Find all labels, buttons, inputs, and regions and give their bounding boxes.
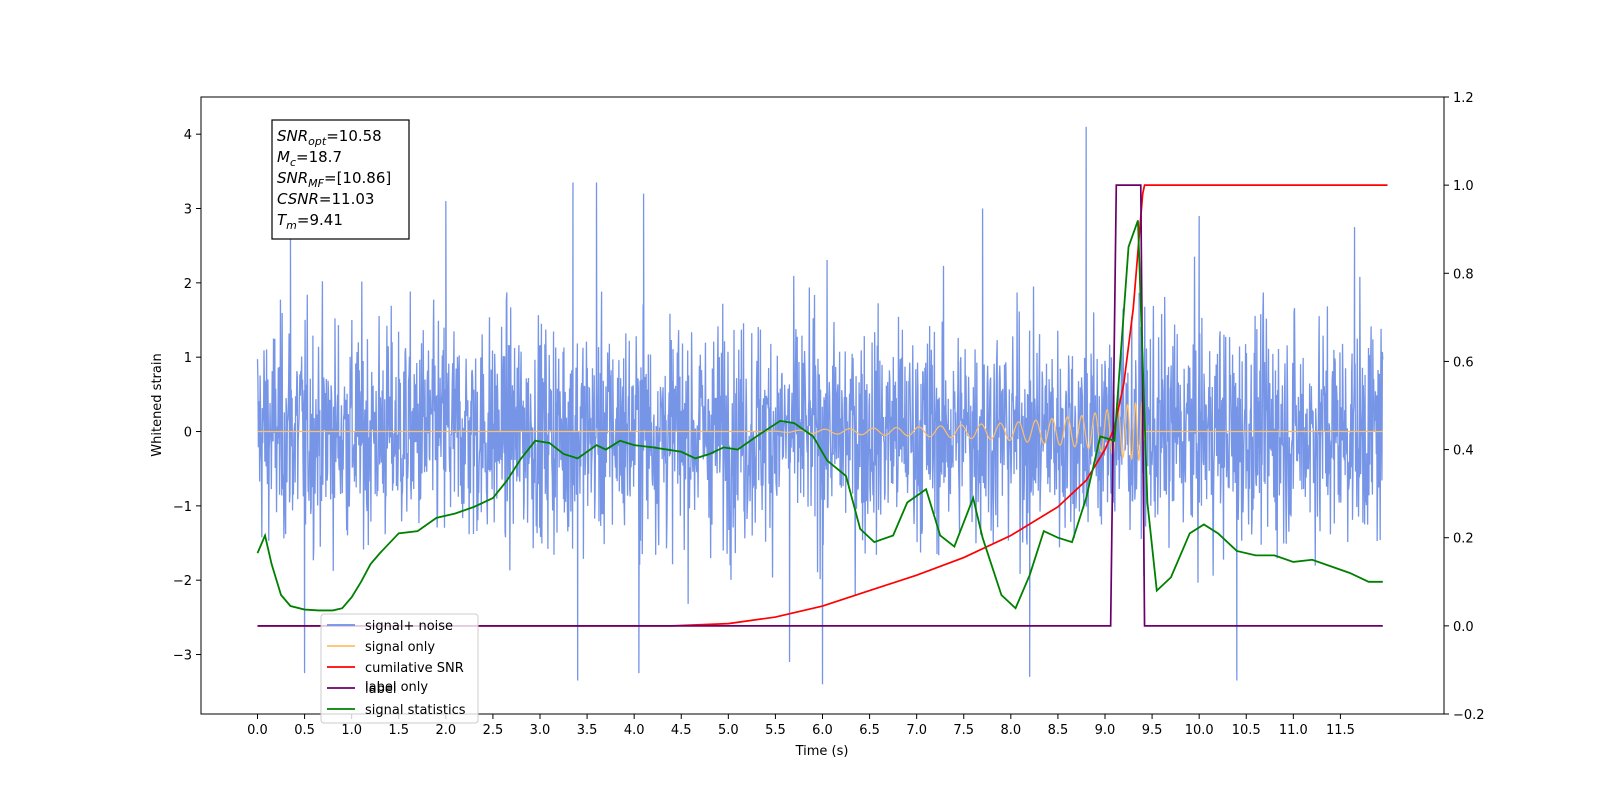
y2-tick-label: 0.8 bbox=[1453, 267, 1474, 282]
y-tick-label: −3 bbox=[173, 649, 192, 664]
label-only-overlay-text: label only bbox=[365, 680, 428, 695]
y2-tick-label: 0.6 bbox=[1453, 355, 1474, 370]
x-axis-label: Time (s) bbox=[795, 744, 849, 759]
axes: 0.0 0.5 1.0 1.5 2.0 2.5 3.0 3.5 4.0 4.5 5.0 5.5 6.0 6… bbox=[173, 91, 1485, 738]
x-tick-label: 11.0 bbox=[1279, 723, 1308, 738]
y-tick-label: 0 bbox=[184, 426, 192, 441]
x-tick-label: 8.0 bbox=[1000, 723, 1021, 738]
y-axis-label: Whitened strain bbox=[150, 353, 165, 456]
x-tick-label: 1.0 bbox=[341, 723, 362, 738]
stat-line: Mc=18.7 bbox=[277, 148, 342, 169]
x-tick-label: 7.0 bbox=[906, 723, 927, 738]
y-tick-label: −1 bbox=[173, 500, 192, 515]
y-tick-label: 3 bbox=[184, 203, 192, 218]
x-tick-label: 0.0 bbox=[247, 723, 268, 738]
x-tick-label: 5.0 bbox=[718, 723, 739, 738]
stats-box: SNRopt=10.58Mc=18.7SNRMF=[10.86]CSNR=11.… bbox=[271, 119, 410, 240]
series-line-signal-noise bbox=[256, 126, 1384, 685]
legend: signal+ noise signal only cumilative SNR la… bbox=[320, 613, 479, 724]
y-tick-label: 2 bbox=[184, 277, 192, 292]
x-tick-label: 7.5 bbox=[953, 723, 974, 738]
x-tick-label: 3.0 bbox=[530, 723, 551, 738]
legend-label: signal+ noise bbox=[365, 619, 453, 634]
y2-tick-label: −0.2 bbox=[1453, 708, 1485, 723]
plot-area bbox=[256, 126, 1388, 685]
x-tick-label: 9.0 bbox=[1095, 723, 1116, 738]
stat-line: CSNR=11.03 bbox=[277, 190, 374, 208]
legend-label: signal statistics bbox=[365, 703, 466, 718]
x-tick-label: 0.5 bbox=[294, 723, 315, 738]
series-line-cumilative-snr bbox=[257, 184, 1388, 627]
x-tick-label: 9.5 bbox=[1142, 723, 1163, 738]
legend-label: label bbox=[365, 682, 396, 697]
x-tick-label: 2.0 bbox=[435, 723, 456, 738]
x-tick-label: 3.5 bbox=[577, 723, 598, 738]
x-tick-label: 6.0 bbox=[812, 723, 833, 738]
y2-tick-label: 1.2 bbox=[1453, 91, 1474, 106]
y2-tick-label: 0.4 bbox=[1453, 444, 1474, 459]
y2-tick-label: 0.2 bbox=[1453, 532, 1474, 547]
y-tick-label: 1 bbox=[184, 351, 192, 366]
x-tick-label: 5.5 bbox=[765, 723, 786, 738]
x-tick-label: 11.5 bbox=[1326, 723, 1355, 738]
x-tick-label: 2.5 bbox=[483, 723, 504, 738]
stat-line: SNRMF=[10.86] bbox=[277, 169, 391, 190]
x-tick-label: 8.5 bbox=[1048, 723, 1069, 738]
x-tick-label: 10.5 bbox=[1232, 723, 1261, 738]
x-tick-label: 4.5 bbox=[671, 723, 692, 738]
stat-line: SNRopt=10.58 bbox=[277, 127, 382, 148]
series-line-label bbox=[257, 184, 1383, 627]
legend-frame bbox=[320, 613, 479, 724]
x-tick-label: 6.5 bbox=[859, 723, 880, 738]
legend-label: signal only bbox=[365, 640, 435, 655]
stats-box-frame bbox=[271, 119, 410, 240]
x-tick-label: 10.0 bbox=[1185, 723, 1214, 738]
x-tick-label: 1.5 bbox=[388, 723, 409, 738]
y2-tick-label: 1.0 bbox=[1453, 179, 1474, 194]
stat-line: Tm=9.41 bbox=[277, 211, 343, 232]
x-tick-label: 4.0 bbox=[624, 723, 645, 738]
y2-tick-label: 0.0 bbox=[1453, 620, 1474, 635]
y-tick-label: −2 bbox=[173, 574, 192, 589]
series-line-signal-statistics bbox=[256, 220, 1383, 612]
y-tick-label: 4 bbox=[184, 128, 192, 143]
series-line-signal-only bbox=[257, 401, 1383, 462]
legend-label: cumilative SNR bbox=[365, 661, 464, 676]
